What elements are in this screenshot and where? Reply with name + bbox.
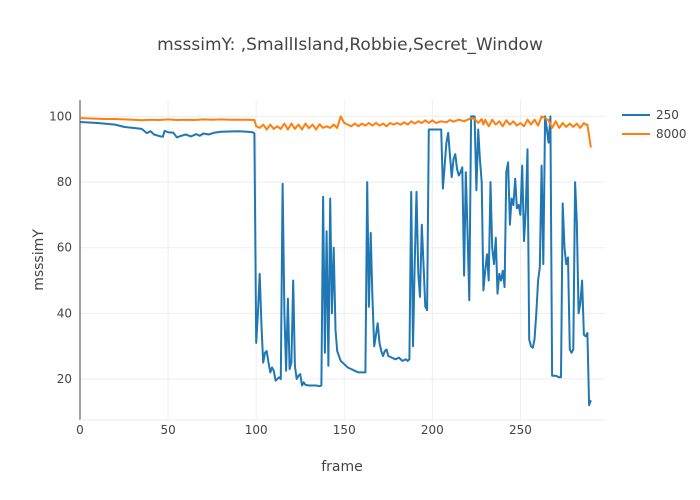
legend-item-250[interactable]: 250: [622, 108, 679, 122]
series-line-250: [79, 115, 592, 407]
series-line-8000: [79, 115, 592, 148]
legend-label-8000: 8000: [656, 127, 687, 141]
ticks-layer: 20 40 60 80 100 0 50 100 150 200 250: [49, 109, 532, 437]
grid-layer: [80, 100, 605, 420]
chart-title: msssimY: ,SmallIsland,Robbie,Secret_Wind…: [157, 35, 543, 55]
x-tick-label: 50: [160, 423, 175, 437]
x-tick-label: 250: [509, 423, 532, 437]
x-tick-label: 200: [421, 423, 444, 437]
y-axis-title: msssimY: [31, 229, 47, 291]
y-tick-label: 80: [57, 175, 72, 189]
legend[interactable]: 250 8000: [622, 108, 687, 141]
x-tick-label: 0: [76, 423, 84, 437]
y-tick-label: 100: [49, 109, 72, 123]
y-tick-label: 20: [57, 372, 72, 386]
y-tick-label: 40: [57, 306, 72, 320]
series-layer: [79, 115, 592, 407]
x-axis-title: frame: [321, 459, 363, 475]
x-tick-label: 100: [245, 423, 268, 437]
legend-item-8000[interactable]: 8000: [622, 127, 687, 141]
x-tick-label: 150: [333, 423, 356, 437]
legend-label-250: 250: [656, 108, 679, 122]
axis-layer: [79, 100, 605, 421]
y-tick-label: 60: [57, 241, 72, 255]
